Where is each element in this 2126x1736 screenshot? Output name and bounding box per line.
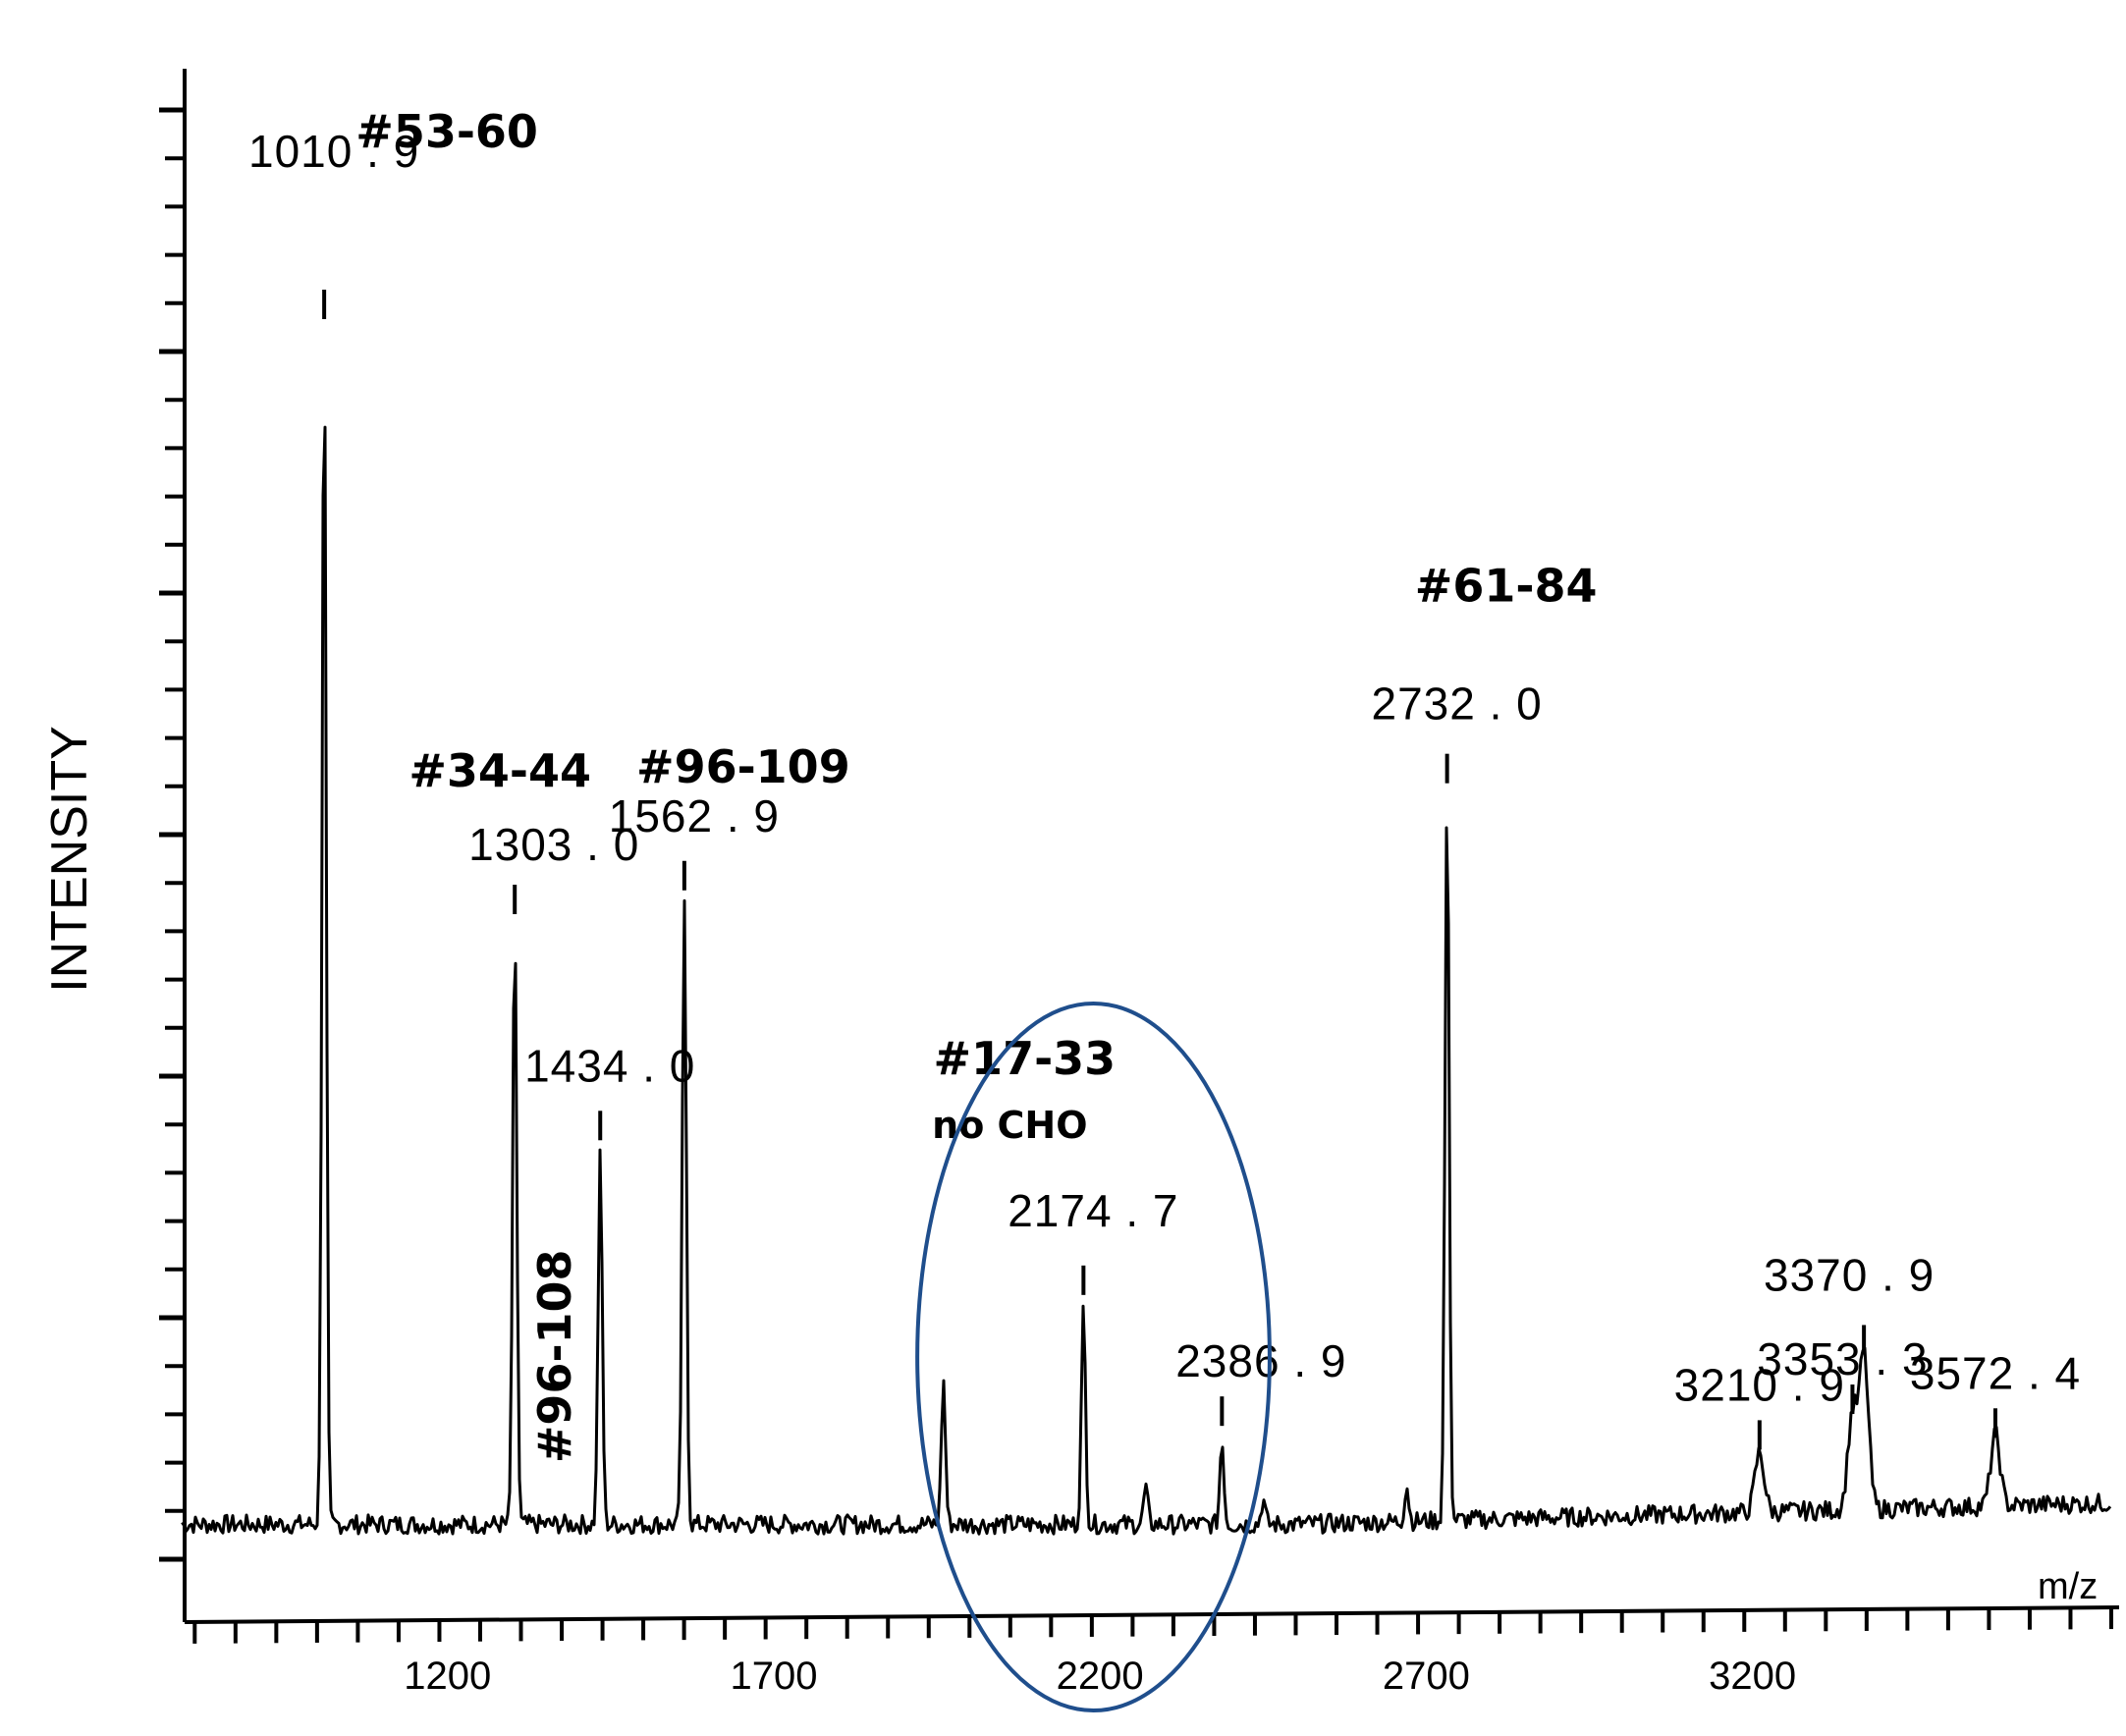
peak-label: 3210 . 9 — [1674, 1359, 1845, 1410]
peak-label: 1303 . 0 — [468, 819, 639, 870]
peak-label: 2732 . 0 — [1372, 678, 1543, 730]
fragment-label: #53-60 — [355, 105, 538, 158]
peak-label: 1434 . 0 — [524, 1040, 695, 1091]
fragment-label: #96-108 — [528, 1249, 581, 1463]
fragment-note: no CHO — [932, 1104, 1087, 1147]
peak-tick-marks — [322, 290, 1998, 1450]
y-axis-ticks — [159, 107, 185, 1562]
x-tick-label: 2200 — [1057, 1655, 1144, 1698]
fragment-label: #96-109 — [636, 740, 850, 793]
peak-labels: 1010 . 9 1303 . 0 1434 . 0 1562 . 9 2174 . 7… — [248, 126, 2081, 1410]
peak-label: 1010 . 9 — [248, 126, 419, 177]
x-axis-tick-labels: 1200 1700 2200 2700 3200 — [404, 1655, 1796, 1698]
peak-label: 2386 . 9 — [1175, 1335, 1346, 1386]
x-axis-line — [184, 1605, 2120, 1624]
y-axis-label: INTENSITY — [41, 726, 98, 993]
fragment-label: #34-44 — [409, 744, 591, 797]
peak-label: 3572 . 4 — [1910, 1347, 2081, 1398]
spectrum-line — [181, 425, 2112, 1536]
x-axis-ticks — [192, 1607, 2113, 1644]
x-tick-label: 1200 — [404, 1655, 491, 1698]
x-tick-label: 3200 — [1709, 1655, 1796, 1698]
fragment-label: #17-33 — [934, 1032, 1117, 1085]
fragment-labels: #53-60 #34-44 #96-108 #96-109 #17-33 no CHO #6… — [355, 105, 1597, 1463]
peak-label: 3353 . 3 — [1757, 1333, 1928, 1384]
x-tick-label: 2700 — [1383, 1655, 1470, 1698]
fragment-label: #61-84 — [1415, 560, 1598, 613]
x-tick-label: 1700 — [730, 1655, 817, 1698]
peak-label: 2174 . 7 — [1008, 1185, 1178, 1236]
peak-label: 3370 . 9 — [1764, 1249, 1935, 1300]
highlight-ellipse — [915, 1002, 1272, 1712]
peak-label: 1562 . 9 — [609, 790, 780, 841]
x-axis-label: m/z — [2038, 1566, 2098, 1607]
